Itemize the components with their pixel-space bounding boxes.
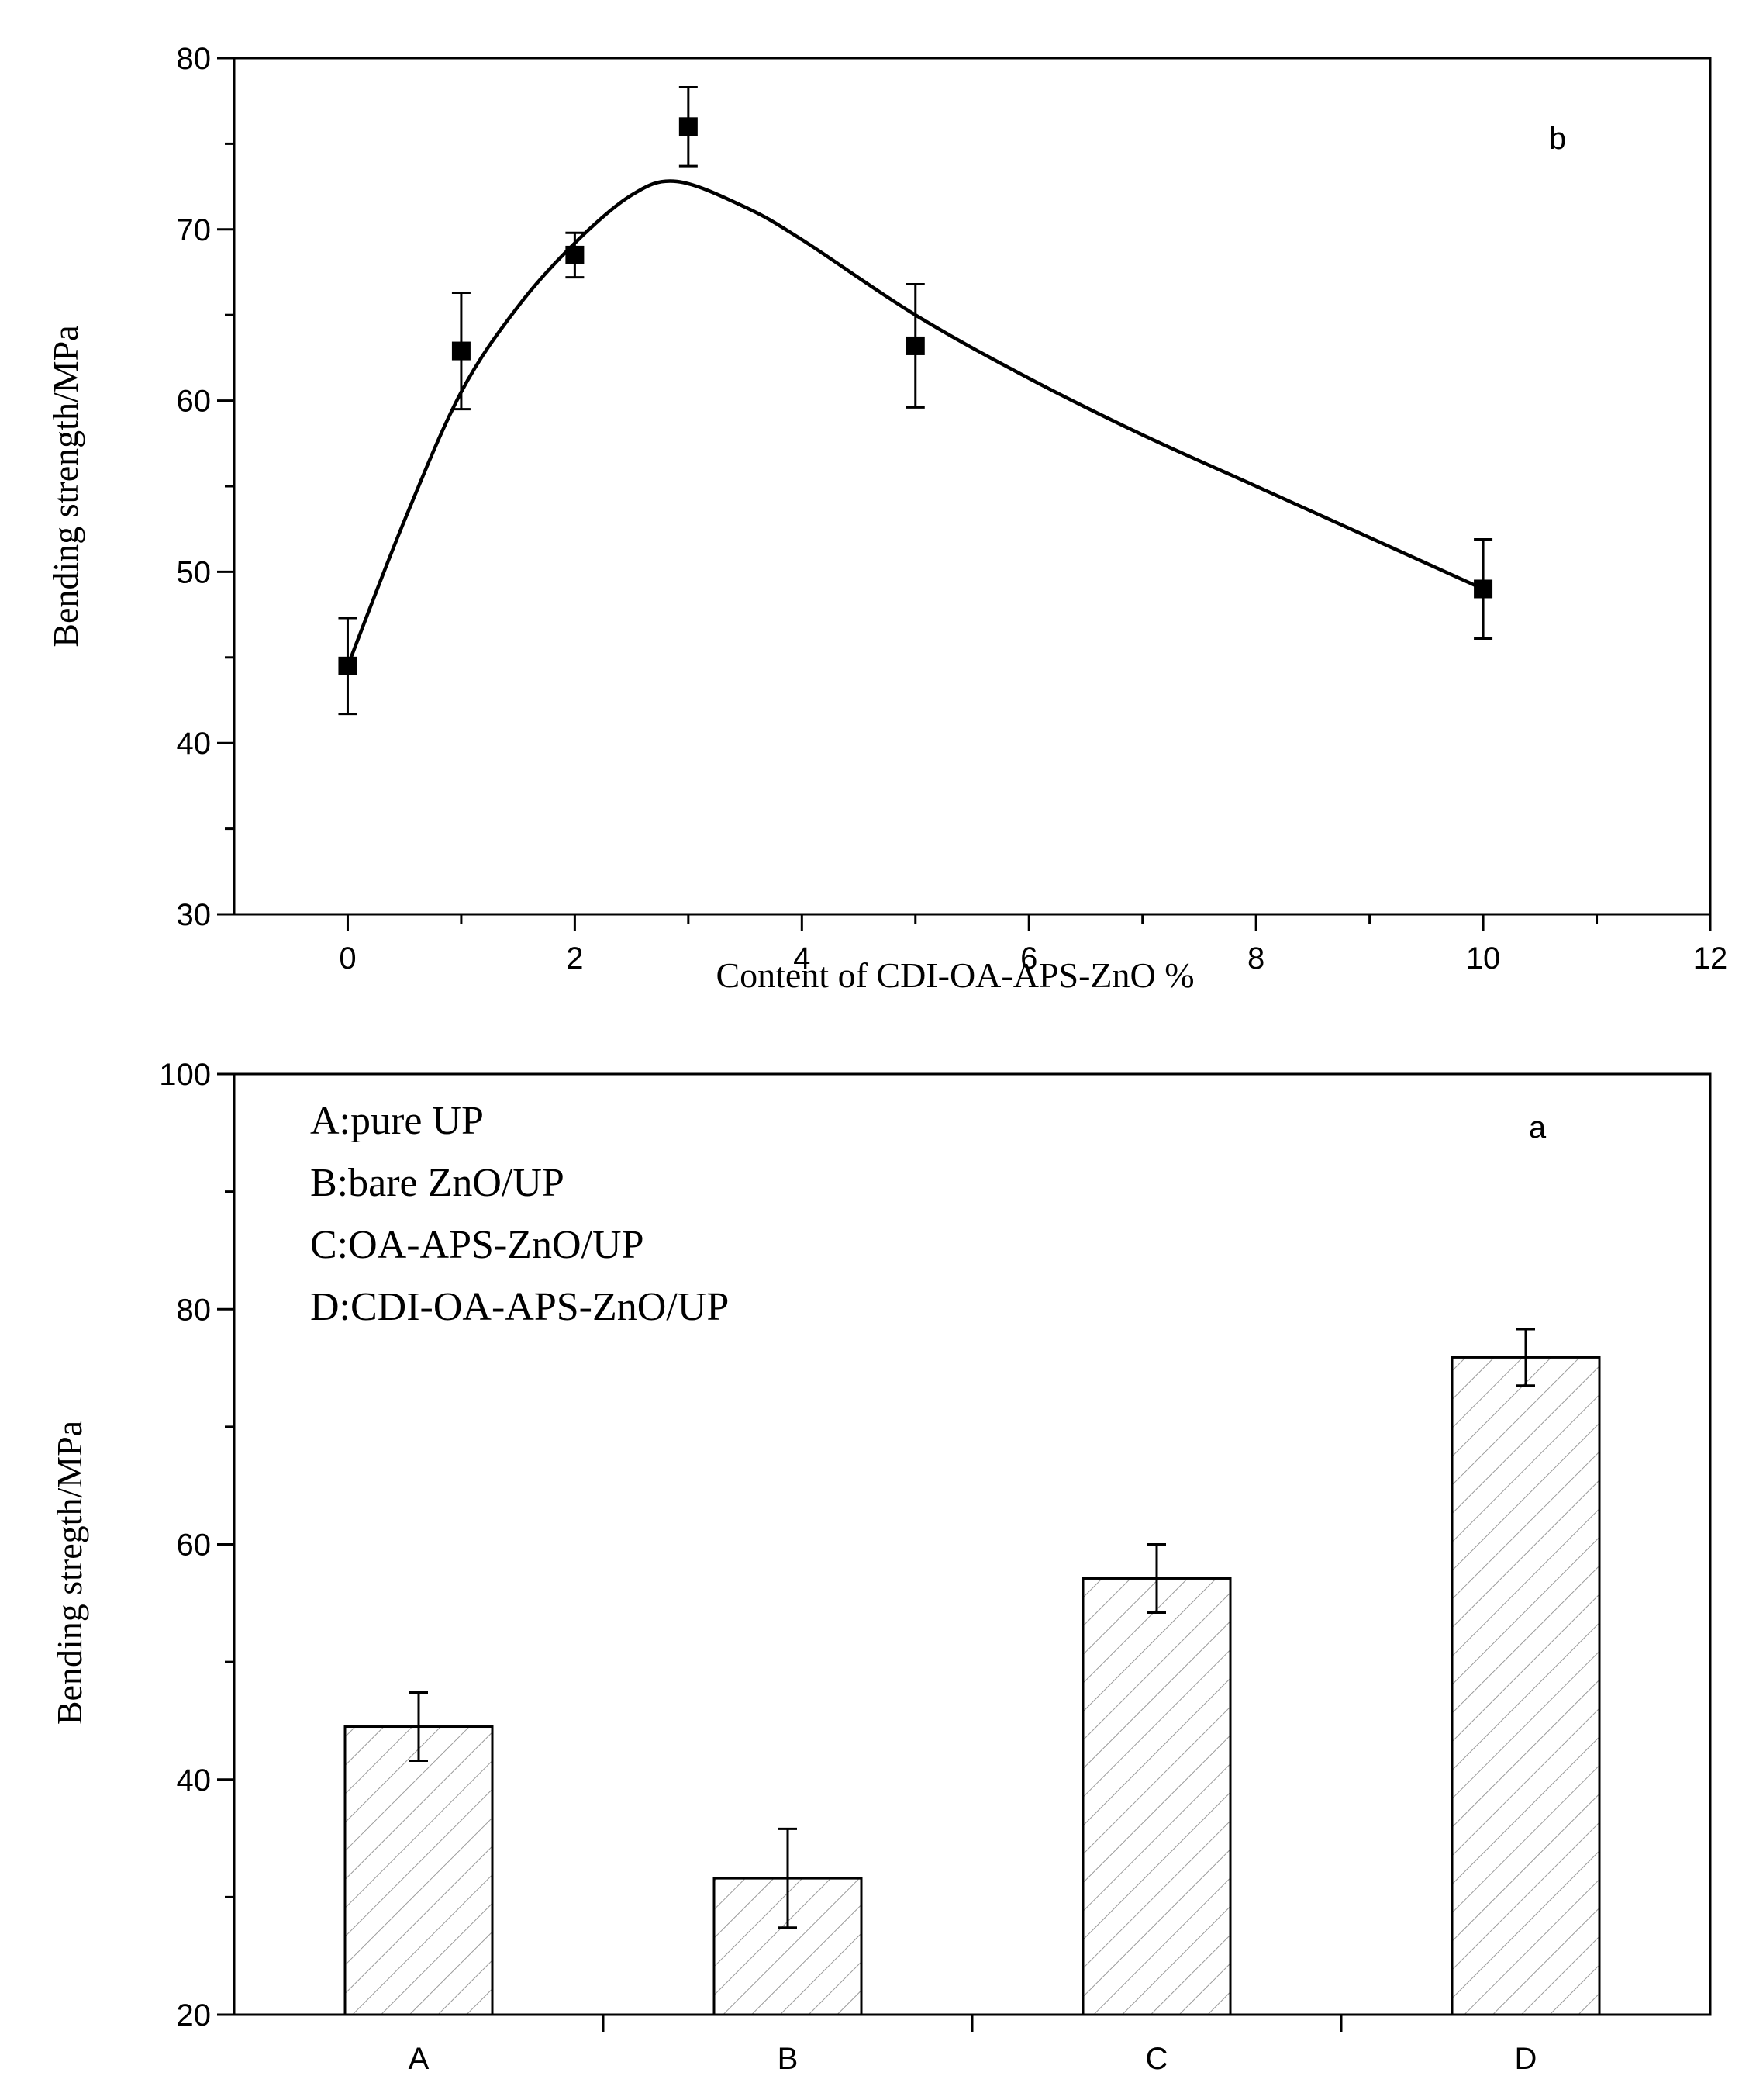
panel-b-chart: 0 2 4 6 8 10 12 30 40 50 60 70 80 b Content of CDI-O… (46, 42, 1727, 995)
y-tick-label-a: 20 (177, 1998, 212, 2033)
data-points-b (338, 86, 1493, 716)
y-tick-label-b: 30 (177, 898, 212, 932)
bar-d (1451, 1356, 1601, 2016)
x-axis-label-b: Content of CDI-OA-APS-ZnO % (716, 955, 1194, 995)
y-tick-label-a: 80 (177, 1293, 212, 1327)
data-point-marker (565, 245, 585, 264)
y-tick-label-b: 50 (177, 555, 212, 589)
y-axis-label-b: Bending strength/MPa (46, 325, 85, 647)
legend-a: A:pure UP B:bare ZnO/UP C:OA-APS-ZnO/UP … (310, 1099, 729, 1329)
data-point-marker (906, 336, 925, 355)
y-tick-label-a: 60 (177, 1528, 212, 1563)
axes-b: 0 2 4 6 8 10 12 30 40 50 60 70 80 (177, 42, 1728, 976)
x-tick-label-b: 2 (566, 941, 583, 976)
x-tick-label-b: 10 (1466, 941, 1501, 976)
x-tick-label-b: 0 (339, 941, 356, 976)
data-point-marker (678, 117, 698, 136)
data-point-marker (1474, 579, 1493, 599)
y-tick-label-b: 40 (177, 727, 212, 761)
y-tick-label-a: 100 (159, 1058, 211, 1092)
x-tick-label-b: 4 (793, 941, 810, 976)
data-point-marker (451, 341, 471, 361)
panel-a-chart: 20 40 60 80 100 A B C D a A:pure UP B:bare ZnO/U… (50, 1058, 1712, 2076)
x-category-label: A (409, 2042, 430, 2076)
x-category-label: B (778, 2042, 799, 2076)
x-tick-label-b: 6 (1020, 941, 1037, 976)
y-tick-label-a: 40 (177, 1763, 212, 1798)
data-point-marker (338, 656, 357, 675)
x-tick-label-b: 12 (1693, 941, 1728, 976)
bar-c (1082, 1577, 1232, 2016)
y-tick-label-b: 60 (177, 385, 212, 419)
y-tick-label-b: 80 (177, 42, 212, 76)
y-axis-label-a: Bending stregth/MPa (50, 1421, 89, 1725)
x-category-label: D (1515, 2042, 1537, 2076)
legend-item-b: B:bare ZnO/UP (310, 1161, 564, 1205)
x-category-label: C (1146, 2042, 1168, 2076)
y-tick-label-b: 70 (177, 213, 212, 247)
legend-item-c: C:OA-APS-ZnO/UP (310, 1223, 644, 1267)
legend-item-d: D:CDI-OA-APS-ZnO/UP (310, 1285, 729, 1329)
bar-a (343, 1725, 494, 2016)
legend-item-a: A:pure UP (310, 1099, 484, 1143)
panel-label-b: b (1549, 122, 1566, 156)
panel-label-a: a (1529, 1110, 1547, 1145)
bars-a (343, 1356, 1601, 2016)
fit-curve (346, 179, 1485, 667)
axes-a: 20 40 60 80 100 A B C D (159, 1058, 1537, 2076)
x-tick-label-b: 8 (1247, 941, 1264, 976)
plot-frame-b (233, 57, 1712, 916)
